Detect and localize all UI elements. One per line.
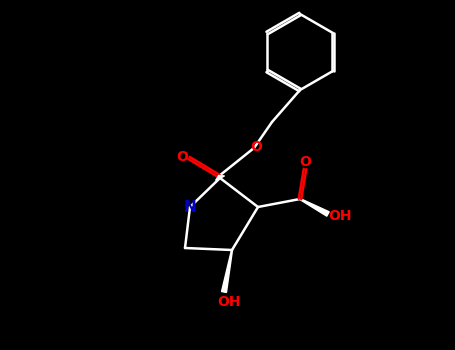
Text: O: O bbox=[250, 140, 262, 154]
Text: OH: OH bbox=[328, 209, 352, 223]
Text: OH: OH bbox=[217, 295, 241, 309]
Text: O: O bbox=[176, 150, 188, 164]
Text: O: O bbox=[299, 155, 311, 169]
Polygon shape bbox=[222, 250, 233, 293]
Polygon shape bbox=[300, 198, 329, 216]
Text: N: N bbox=[184, 201, 197, 216]
